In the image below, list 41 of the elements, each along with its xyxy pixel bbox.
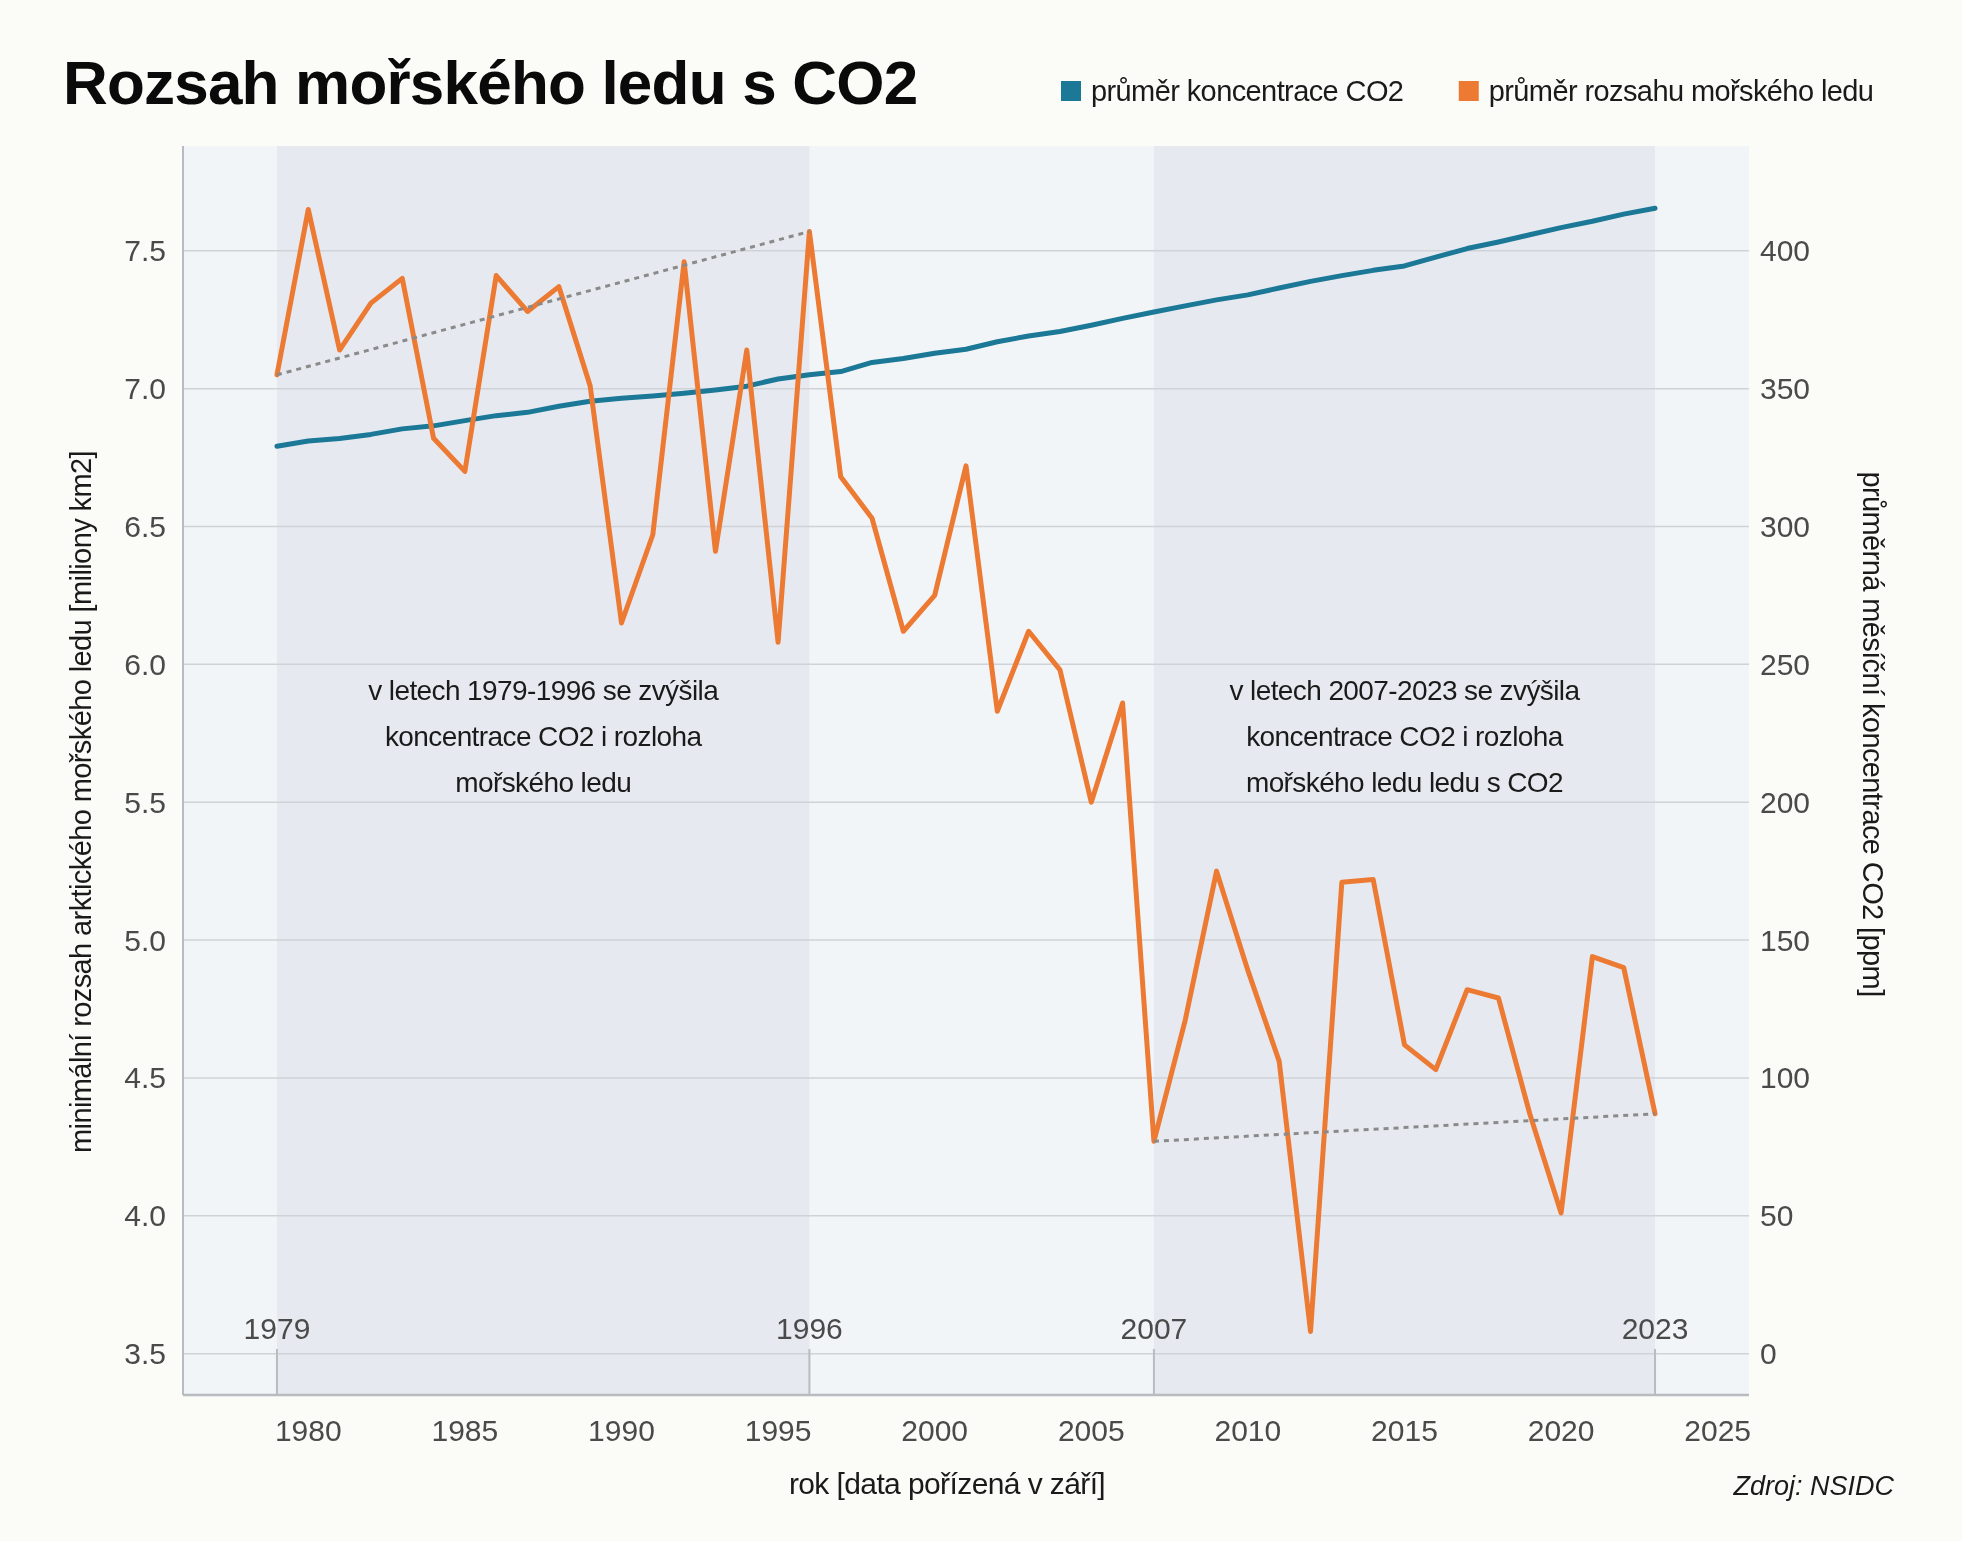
ref-line-label: 1979 (243, 1312, 311, 1345)
legend-label: průměr rozsahu mořského ledu (1488, 75, 1874, 107)
x-tick-label: 1995 (744, 1414, 812, 1447)
x-tick-label: 2010 (1214, 1414, 1282, 1447)
y-tick-label: 7.5 (124, 234, 166, 268)
y-axis-title: minimální rozsah arktického mořského ledu [miliony km2] (65, 451, 97, 1153)
chart-title: Rozsah mořského ledu s CO2 (63, 48, 918, 117)
y2-tick-label: 350 (1760, 372, 1811, 406)
y-tick-label: 5.5 (124, 785, 166, 819)
ref-line-label: 1996 (776, 1312, 843, 1345)
x-axis-title: rok [data pořízená v září] (788, 1467, 1106, 1500)
x-tick-label: 2000 (901, 1414, 969, 1447)
x-tick-label: 2015 (1371, 1414, 1438, 1447)
y2-tick-label: 100 (1760, 1061, 1811, 1095)
x-tick-label: 2025 (1684, 1414, 1752, 1447)
text: Zdroj: NSIDC (1732, 1471, 1895, 1501)
legend-label: průměr koncentrace CO2 (1091, 75, 1404, 107)
y2-tick-label: 50 (1760, 1199, 1794, 1233)
x-tick-label: 2020 (1527, 1414, 1595, 1447)
band-label: v letech 1979-1996 se zvýšila koncentrace CO2 i rozloha mořského ledu (368, 675, 720, 798)
y-tick-label: 4.5 (124, 1061, 166, 1095)
y-tick-label: 5.0 (124, 923, 166, 957)
x-tick-label: 2005 (1057, 1414, 1125, 1447)
y2-tick-label: 300 (1760, 509, 1811, 543)
band-label: v letech 2007-2023 se zvýšila koncentrace CO2 i rozloha mořského ledu ledu s CO2 (1229, 675, 1581, 798)
x-tick-label: 1980 (274, 1414, 342, 1447)
y-tick-label: 3.5 (124, 1337, 166, 1371)
y2-tick-label: 200 (1760, 785, 1811, 819)
y2-tick-label: 150 (1760, 923, 1811, 957)
y2-tick-label: 0 (1760, 1337, 1777, 1371)
y-tick-label: 6.5 (124, 509, 166, 543)
ref-line-label: 2007 (1120, 1312, 1188, 1345)
y2-axis-title: průměrná měsíční koncentrace CO2 [ppm] (1857, 471, 1889, 997)
y2-tick-label: 250 (1760, 647, 1811, 681)
y-tick-label: 4.0 (124, 1199, 166, 1233)
x-tick-label: 1985 (431, 1414, 499, 1447)
ref-line-label: 2023 (1621, 1312, 1689, 1345)
x-tick-label: 1990 (588, 1414, 655, 1447)
y-tick-label: 6.0 (124, 647, 166, 681)
y-tick-label: 7.0 (124, 372, 166, 406)
y2-tick-label: 400 (1760, 234, 1811, 268)
